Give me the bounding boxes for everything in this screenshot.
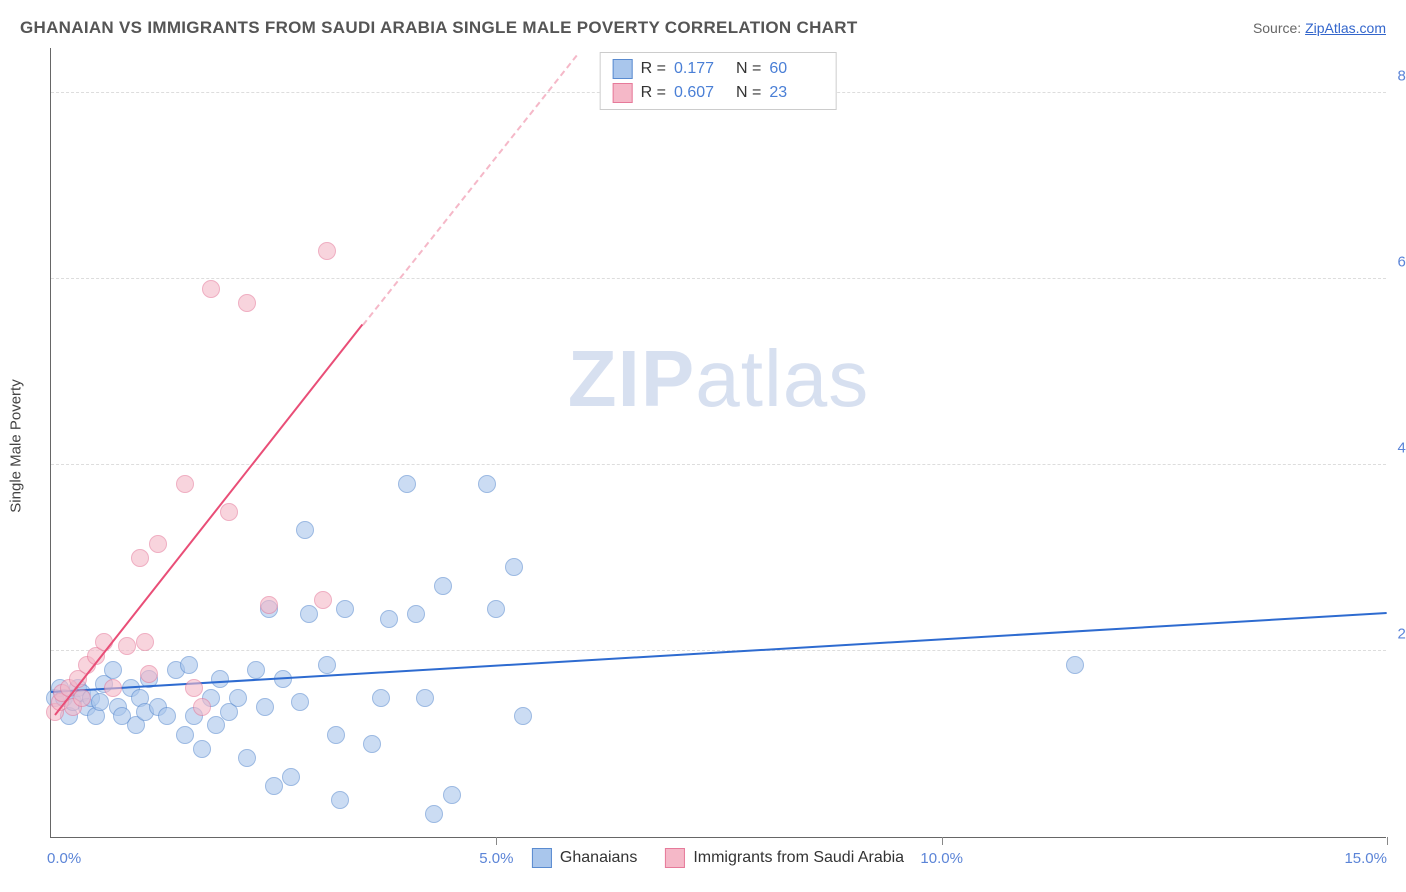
data-point: [140, 665, 158, 683]
x-tick: [942, 837, 943, 845]
data-point: [207, 716, 225, 734]
source-label: Source:: [1253, 20, 1305, 36]
y-tick-label: 80.0%: [1397, 68, 1406, 85]
data-point: [104, 661, 122, 679]
data-point: [136, 633, 154, 651]
data-point: [487, 600, 505, 618]
data-point: [176, 475, 194, 493]
watermark-part1: ZIP: [568, 334, 695, 423]
data-point: [265, 777, 283, 795]
legend-swatch: [532, 848, 552, 868]
data-point: [149, 535, 167, 553]
data-point: [291, 693, 309, 711]
data-point: [434, 577, 452, 595]
data-point: [158, 707, 176, 725]
data-point: [407, 605, 425, 623]
legend-row: R = 0.177 N = 60: [613, 57, 824, 81]
data-point: [256, 698, 274, 716]
y-tick-label: 20.0%: [1397, 626, 1406, 643]
trend-line: [51, 612, 1387, 693]
watermark: ZIPatlas: [568, 333, 869, 425]
y-tick-label: 60.0%: [1397, 254, 1406, 271]
data-point: [91, 693, 109, 711]
r-value: 0.177: [674, 60, 728, 78]
data-point: [443, 786, 461, 804]
y-tick-label: 40.0%: [1397, 440, 1406, 457]
data-point: [131, 549, 149, 567]
gridline: [51, 278, 1386, 279]
x-tick-label: 5.0%: [479, 850, 513, 867]
watermark-part2: atlas: [695, 334, 869, 423]
legend-item: Ghanaians: [532, 848, 637, 868]
data-point: [318, 656, 336, 674]
data-point: [363, 735, 381, 753]
data-point: [185, 679, 203, 697]
data-point: [73, 689, 91, 707]
data-point: [478, 475, 496, 493]
r-label: R =: [641, 84, 666, 102]
x-tick-label: 0.0%: [47, 850, 81, 867]
data-point: [193, 740, 211, 758]
data-point: [229, 689, 247, 707]
x-tick: [1387, 837, 1388, 845]
r-value: 0.607: [674, 84, 728, 102]
y-axis-label: Single Male Poverty: [8, 379, 25, 512]
legend-label: Immigrants from Saudi Arabia: [693, 849, 904, 867]
n-label: N =: [736, 84, 761, 102]
data-point: [336, 600, 354, 618]
legend-swatch: [613, 83, 633, 103]
data-point: [202, 280, 220, 298]
x-tick: [496, 837, 497, 845]
data-point: [327, 726, 345, 744]
data-point: [176, 726, 194, 744]
data-point: [260, 596, 278, 614]
data-point: [238, 294, 256, 312]
legend-swatch: [665, 848, 685, 868]
data-point: [118, 637, 136, 655]
n-label: N =: [736, 60, 761, 78]
data-point: [398, 475, 416, 493]
data-point: [380, 610, 398, 628]
trend-line: [55, 324, 364, 716]
series-legend: Ghanaians Immigrants from Saudi Arabia: [532, 848, 904, 868]
legend-row: R = 0.607 N = 23: [613, 81, 824, 105]
legend-label: Ghanaians: [560, 849, 637, 867]
data-point: [425, 805, 443, 823]
source-link[interactable]: ZipAtlas.com: [1305, 20, 1386, 36]
data-point: [104, 679, 122, 697]
n-value: 23: [769, 84, 823, 102]
correlation-legend: R = 0.177 N = 60 R = 0.607 N = 23: [600, 52, 837, 110]
legend-item: Immigrants from Saudi Arabia: [665, 848, 904, 868]
data-point: [238, 749, 256, 767]
chart-title: GHANAIAN VS IMMIGRANTS FROM SAUDI ARABIA…: [20, 18, 858, 38]
data-point: [300, 605, 318, 623]
x-tick-label: 10.0%: [920, 850, 963, 867]
data-point: [318, 242, 336, 260]
data-point: [296, 521, 314, 539]
data-point: [1066, 656, 1084, 674]
data-point: [514, 707, 532, 725]
data-point: [505, 558, 523, 576]
data-point: [180, 656, 198, 674]
data-point: [220, 503, 238, 521]
r-label: R =: [641, 60, 666, 78]
plot-area: ZIPatlas 20.0%40.0%60.0%80.0%0.0%5.0%10.…: [50, 48, 1386, 838]
legend-swatch: [613, 59, 633, 79]
n-value: 60: [769, 60, 823, 78]
data-point: [372, 689, 390, 707]
data-point: [211, 670, 229, 688]
data-point: [416, 689, 434, 707]
scatter-chart: ZIPatlas 20.0%40.0%60.0%80.0%0.0%5.0%10.…: [50, 48, 1386, 838]
x-tick-label: 15.0%: [1344, 850, 1387, 867]
data-point: [314, 591, 332, 609]
source-attribution: Source: ZipAtlas.com: [1253, 20, 1386, 36]
data-point: [193, 698, 211, 716]
trend-line: [362, 55, 577, 326]
data-point: [282, 768, 300, 786]
data-point: [247, 661, 265, 679]
data-point: [331, 791, 349, 809]
